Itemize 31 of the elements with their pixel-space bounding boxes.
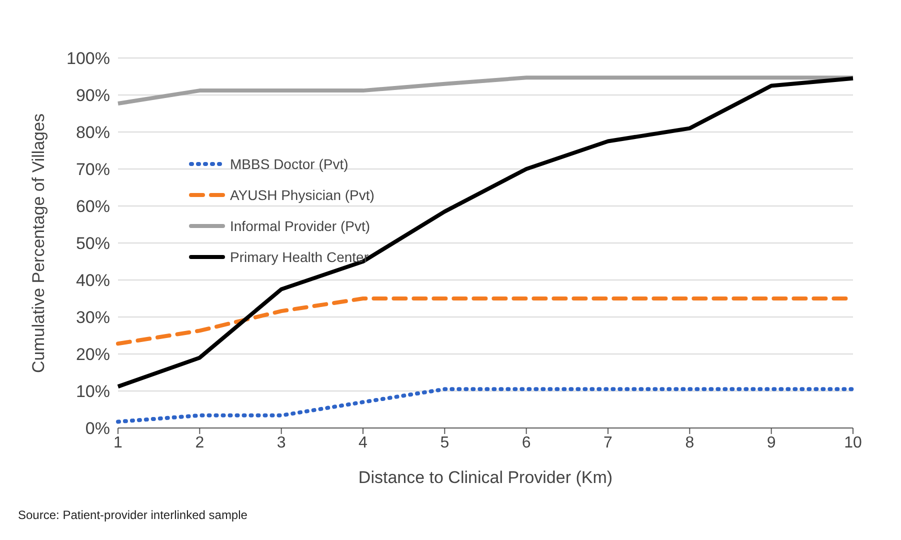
y-tick-label: 90% bbox=[76, 86, 110, 106]
y-tick-label: 70% bbox=[76, 160, 110, 180]
y-tick-label: 40% bbox=[76, 271, 110, 290]
y-tick-label: 60% bbox=[76, 197, 110, 216]
y-tick-label: 0% bbox=[85, 419, 110, 438]
source-note: Source: Patient-provider interlinked sample bbox=[18, 508, 248, 522]
y-tick-label: 50% bbox=[76, 234, 110, 254]
x-tick-label: 7 bbox=[604, 434, 613, 452]
x-axis-title: Distance to Clinical Provider (Km) bbox=[358, 468, 613, 487]
line-series bbox=[116, 76, 855, 106]
legend-label: Primary Health Center bbox=[230, 248, 368, 264]
y-tick-label: 10% bbox=[76, 382, 110, 402]
y-tick-label: 100% bbox=[66, 49, 110, 68]
x-tick-label: 6 bbox=[522, 434, 531, 452]
x-tick-label: 10 bbox=[844, 434, 862, 452]
line-series bbox=[116, 76, 855, 389]
y-tick-label: 20% bbox=[76, 345, 110, 364]
x-tick-label: 3 bbox=[276, 434, 286, 452]
x-tick-label: 9 bbox=[766, 434, 776, 452]
x-tick-label: 2 bbox=[195, 434, 204, 452]
y-axis-title: Cumulative Percentage of Villages bbox=[29, 113, 48, 373]
x-tick-label: 1 bbox=[114, 434, 123, 452]
legend-label: MBBS Doctor (Pvt) bbox=[230, 156, 348, 172]
x-tick-label: 5 bbox=[440, 434, 450, 452]
line-series bbox=[116, 387, 855, 424]
x-tick-label: 8 bbox=[685, 434, 694, 452]
legend-label: AYUSH Physician (Pvt) bbox=[230, 186, 374, 202]
y-tick-label: 30% bbox=[76, 308, 110, 328]
legend-label: Informal Provider (Pvt) bbox=[230, 218, 370, 234]
y-tick-label: 80% bbox=[76, 123, 110, 142]
x-tick-label: 4 bbox=[358, 434, 368, 452]
